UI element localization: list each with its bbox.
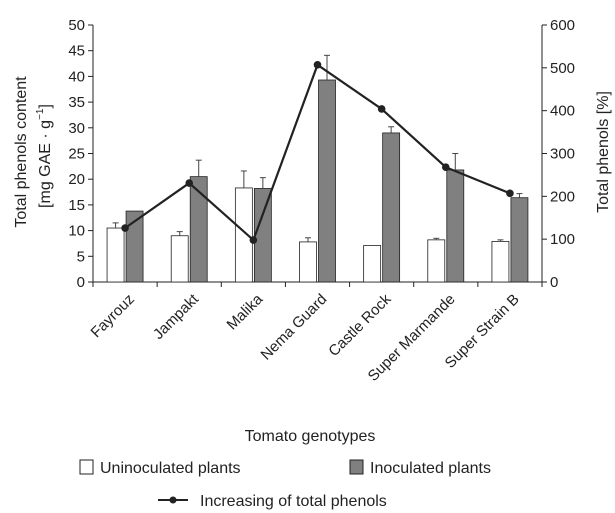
svg-text:[mg GAE · g−1]: [mg GAE · g−1]	[35, 104, 54, 208]
bar-uninoculated	[363, 245, 382, 283]
x-tick-label: Nema Guard	[258, 291, 331, 364]
y-left-tick-label: 30	[68, 120, 85, 137]
y-left-tick-label: 40	[68, 68, 85, 85]
x-tick-label: Malika	[224, 290, 267, 333]
bar-inoculated	[318, 79, 336, 283]
y-right-tick-label: 400	[550, 103, 575, 120]
y-axis-left-unit-exponent: −1	[35, 108, 46, 120]
x-tick-label: Castle Rock	[325, 290, 395, 360]
bar-uninoculated	[299, 241, 317, 283]
y-axis-left-unit-close: ]	[37, 104, 54, 108]
y-right-tick-label: 0	[550, 274, 558, 291]
y-left-tick-label: 25	[68, 146, 85, 163]
line-point	[313, 61, 322, 69]
y-left-tick-label: 20	[68, 171, 85, 188]
line-point	[121, 224, 129, 232]
y-right-tick-label: 300	[550, 146, 575, 163]
line-point	[185, 179, 194, 187]
legend-item-increasing: Increasing of total phenols	[158, 493, 387, 510]
y-right-tick-label: 100	[550, 231, 575, 248]
y-axis-left-unit: [mg GAE · g−1]	[35, 104, 54, 208]
legend: Uninoculated plants Inoculated plants In…	[79, 459, 491, 510]
y-axis-right-title: Total phenols [%]	[595, 91, 612, 213]
bars-layer	[106, 54, 529, 283]
bar-uninoculated	[106, 227, 125, 283]
line-point	[506, 189, 514, 198]
line-point	[249, 236, 258, 244]
y-axis-left-title: Total phenols content	[13, 76, 30, 228]
line-point	[441, 163, 450, 172]
bar-inoculated	[125, 210, 144, 283]
y-left-tick-label: 5	[77, 248, 85, 265]
bar-inoculated	[510, 197, 529, 283]
y-axis-left-unit-text: [mg GAE · g	[37, 120, 54, 208]
bar-inoculated	[253, 188, 272, 283]
y-left-tick-label: 0	[77, 274, 85, 291]
bar-uninoculated	[234, 187, 253, 283]
y-right-tick-label: 600	[550, 17, 575, 34]
bar-uninoculated	[491, 240, 510, 283]
legend-marker-swatch	[169, 496, 177, 504]
y-left-tick-label: 35	[68, 94, 85, 111]
bar-uninoculated	[427, 239, 446, 283]
legend-item-inoculated: Inoculated plants	[349, 459, 491, 477]
y-right-tick-label: 500	[550, 60, 575, 77]
legend-label-increasing: Increasing of total phenols	[200, 493, 387, 510]
y-right-tick-label: 200	[550, 188, 575, 205]
bar-uninoculated	[170, 235, 189, 283]
x-tick-label: Fayrouz	[88, 291, 138, 341]
bar-inoculated	[446, 169, 465, 283]
legend-item-uninoculated: Uninoculated plants	[79, 459, 241, 477]
y-left-tick-label: 50	[68, 17, 85, 34]
legend-swatch-inoculated	[349, 459, 364, 475]
y-left-tick-label: 15	[68, 197, 85, 214]
bar-inoculated	[382, 132, 401, 283]
line-layer	[121, 61, 514, 244]
y-left-tick-label: 10	[68, 223, 85, 240]
legend-label-inoculated: Inoculated plants	[370, 460, 491, 477]
y-left-tick-label: 45	[68, 43, 85, 60]
x-axis-title: Tomato genotypes	[245, 428, 376, 445]
legend-swatch-uninoculated	[79, 459, 94, 475]
line-point	[377, 105, 386, 113]
legend-label-uninoculated: Uninoculated plants	[100, 460, 241, 477]
x-tick-label: Jampakt	[150, 290, 203, 343]
